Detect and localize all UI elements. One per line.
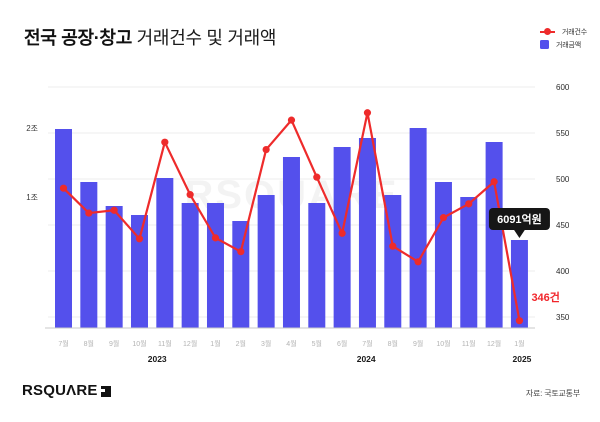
amount-bar [181,203,199,328]
count-dot [237,248,245,256]
count-dot [389,242,397,250]
left-axis-label: 1조 [26,193,38,202]
month-label: 10월 [436,339,450,348]
legend-item-count: 거래건수 [540,27,587,36]
count-dot [110,206,118,214]
amount-bar [409,128,427,328]
amount-bar [206,203,224,328]
year-label: 2023 [148,354,167,364]
count-dot [186,191,194,199]
amount-bar [55,129,72,328]
amount-bar [282,157,300,328]
right-axis-label: 450 [556,221,570,230]
page-title: 전국 공장·창고 거래건수 및 거래액 [24,24,276,50]
count-dot [59,184,68,192]
amount-bar [80,182,98,328]
right-axis-label: 350 [556,313,570,322]
page-title-regular: 거래건수 및 거래액 [131,28,277,48]
count-dot [287,116,296,124]
tooltip-label: 6091억원 [497,212,542,226]
month-label: 8월 [388,339,398,348]
left-axis-label: 2조 [26,124,38,133]
count-dot [363,109,372,117]
rsquare-logo: RSQUΛRE [22,382,111,399]
month-label: 11월 [158,339,172,348]
right-axis-label: 500 [556,175,570,184]
count-dot [338,229,346,237]
month-label: 5월 [312,339,322,348]
amount-bar [333,147,351,328]
rsquare-logo-text: RSQUΛRE [22,382,98,399]
amount-bar [485,142,503,328]
month-label: 9월 [109,339,119,348]
month-label: 2월 [236,339,246,348]
tooltip-box [488,208,550,230]
month-label: 7월 [58,339,68,348]
count-dot [313,173,321,181]
year-label: 2025 [513,354,532,364]
month-label: 12월 [487,339,501,348]
square-marker-icon [540,40,550,49]
count-dot [85,209,93,217]
count-dot [465,200,473,208]
source-note: 자료: 국토교통부 [525,389,580,398]
legend-label: 거래건수 [562,28,587,36]
amount-bar [156,178,174,328]
amount-bar [232,221,250,328]
count-dot [439,214,448,222]
month-label: 6월 [337,339,347,348]
amount-bar [308,203,326,328]
amount-bar [130,215,148,328]
tooltip-pointer [513,229,526,238]
month-label: 9월 [413,339,423,348]
amount-bar [105,206,123,328]
month-label: 4월 [286,339,296,348]
amount-bar [434,182,452,328]
endpoint-label: 346건 [531,290,559,304]
month-label: 10월 [132,339,146,348]
right-axis-label: 550 [556,129,570,138]
month-label: 1월 [514,339,524,348]
count-dot [490,178,498,186]
amount-bar [460,197,478,328]
count-dot [135,235,144,243]
chart-legend: 거래건수 거래금액 [540,27,587,49]
month-label: 7월 [362,339,372,348]
legend-label: 거래금액 [556,41,581,49]
logo-mark-icon [100,386,111,397]
month-label: 1월 [210,339,220,348]
count-dot [515,317,524,325]
month-label: 8월 [84,339,94,348]
right-axis-label: 600 [556,83,570,92]
count-dot [262,145,270,154]
month-label: 12월 [183,339,197,348]
count-dot [161,138,169,146]
amount-bar [257,195,275,328]
count-dot [211,234,220,242]
count-dot [414,258,422,266]
month-label: 3월 [261,339,271,348]
right-axis-label: 400 [556,267,570,276]
year-label: 2024 [357,354,376,364]
legend-item-amount: 거래금액 [540,40,587,49]
line-dot-marker-icon [540,28,556,35]
month-label: 11월 [462,339,476,348]
amount-bar [358,138,376,328]
amount-bar [510,240,528,328]
page-title-bold: 전국 공장·창고 [24,28,132,48]
